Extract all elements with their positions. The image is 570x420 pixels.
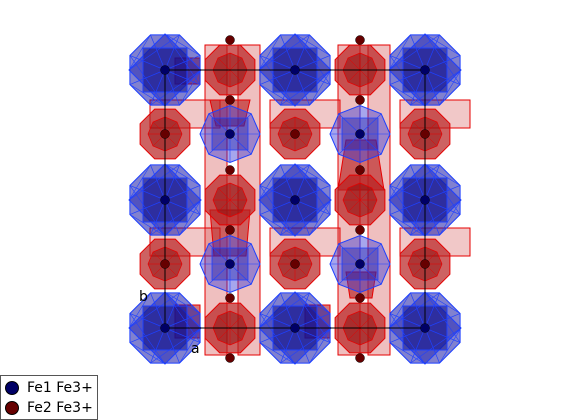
fe2-atom — [355, 35, 365, 45]
fe1-atom — [420, 323, 430, 333]
fe2-atom — [225, 165, 235, 175]
fe1-atom — [290, 65, 300, 75]
axis-b-label: b — [139, 289, 148, 305]
legend-label-fe1: Fe1 Fe3+ — [27, 380, 93, 396]
legend-item-fe2: Fe2 Fe3+ — [5, 398, 93, 418]
fe1-atom — [290, 195, 300, 205]
fe2-polyhedron — [204, 174, 256, 226]
fe1-swatch-icon — [5, 381, 19, 395]
fe2-atom — [355, 95, 365, 105]
fe2-atom — [225, 95, 235, 105]
fe1-atom — [225, 129, 235, 139]
fe2-atom — [225, 225, 235, 235]
legend-item-fe1: Fe1 Fe3+ — [5, 378, 93, 398]
fe1-atom — [420, 195, 430, 205]
fe2-atom — [160, 259, 170, 269]
fe2-atom — [355, 165, 365, 175]
fe2-atom — [290, 129, 300, 139]
fe2-atom — [290, 259, 300, 269]
fe1-atom — [160, 323, 170, 333]
fe1-atom — [290, 323, 300, 333]
fe2-atom — [420, 259, 430, 269]
fe2-polyhedron — [334, 174, 386, 226]
fe1-atom — [160, 65, 170, 75]
fe2-atom — [160, 129, 170, 139]
fe1-atom — [225, 259, 235, 269]
fe2-atom — [355, 293, 365, 303]
fe2-atom — [225, 35, 235, 45]
legend-label-fe2: Fe2 Fe3+ — [27, 400, 93, 416]
legend: Fe1 Fe3+ Fe2 Fe3+ — [0, 375, 98, 420]
fe2-tetrahedron — [345, 271, 377, 299]
fe2-atom — [355, 353, 365, 363]
fe2-atom — [355, 225, 365, 235]
fe2-atom — [225, 293, 235, 303]
fe2-atom — [420, 129, 430, 139]
fe2-swatch-icon — [5, 401, 19, 415]
fe1-atom — [355, 259, 365, 269]
fe1-atom — [160, 195, 170, 205]
fe1-atom — [355, 129, 365, 139]
axis-a-label: a — [191, 341, 200, 357]
fe1-atom — [420, 65, 430, 75]
atom-layer — [160, 35, 430, 363]
fe2-atom — [225, 353, 235, 363]
